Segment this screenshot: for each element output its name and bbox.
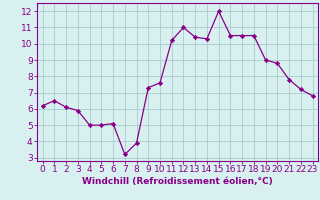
X-axis label: Windchill (Refroidissement éolien,°C): Windchill (Refroidissement éolien,°C) [82, 177, 273, 186]
